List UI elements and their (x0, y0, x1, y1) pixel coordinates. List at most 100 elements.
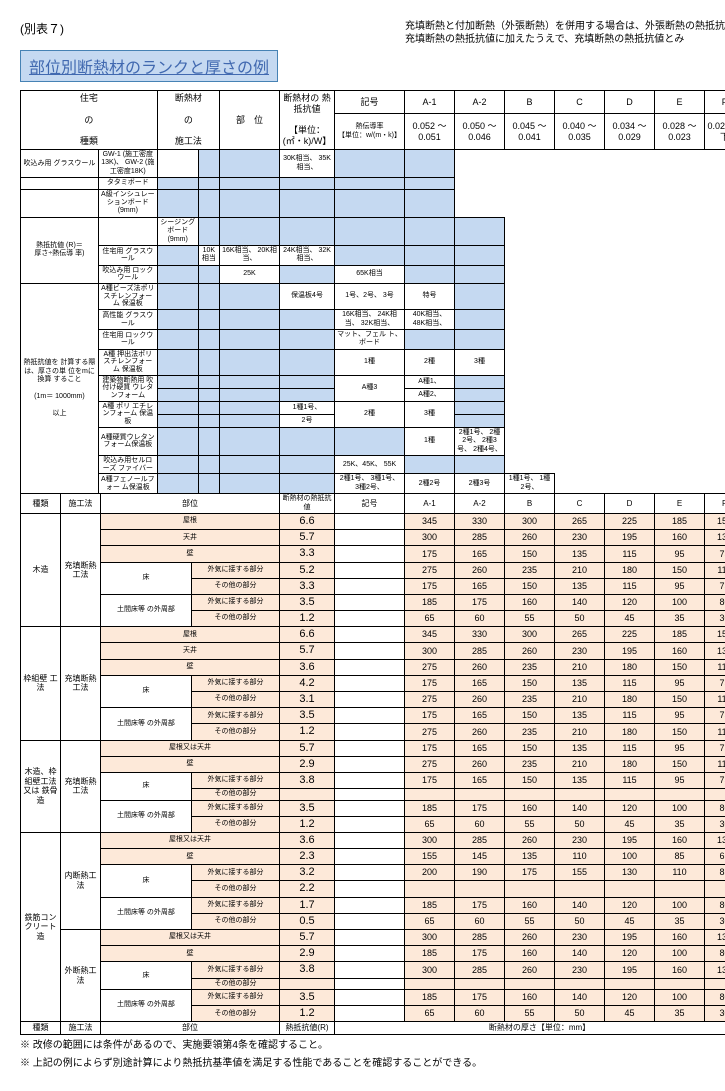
value-cell: 115 (605, 772, 655, 788)
value-cell: 165 (455, 675, 505, 691)
value-cell: 260 (455, 659, 505, 675)
value-cell: 140 (555, 800, 605, 816)
material-cell: 40K相当、 48K相当、 (405, 310, 455, 330)
material-cell (157, 245, 198, 265)
material-cell (405, 149, 455, 177)
value-cell: 30 (705, 611, 725, 627)
material-cell (198, 349, 219, 375)
cond-range-2: 0.045 ～0.041 (505, 114, 555, 150)
type-cell: 木造 (21, 513, 61, 626)
resistance-cell: 2.3 (280, 849, 335, 865)
value-cell (555, 789, 605, 800)
material-name: 吹込み用 グラスウール (21, 149, 99, 177)
housing-label: 住宅の種類 (80, 93, 98, 146)
value-cell: 115 (605, 546, 655, 562)
part-cell: 外気に接する部分 (191, 708, 279, 724)
value-cell: 150 (705, 627, 725, 643)
part-cell: 屋根又は天井 (101, 832, 280, 848)
material-row: 住宅用 ロックウールマット、フェル ト、ボード (21, 329, 725, 349)
part-cell: 外気に接する部分 (191, 675, 279, 691)
material-cell: 10K相当 (198, 245, 219, 265)
value-cell: 210 (555, 659, 605, 675)
value-cell: 80 (705, 800, 725, 816)
th-symbol: 記号 (335, 494, 405, 514)
material-cell (157, 427, 198, 455)
thickness-row: 床外気に接する部分5.2275260235210180150115 (21, 562, 725, 578)
material-cell (455, 329, 505, 349)
value-cell: 150 (505, 675, 555, 691)
value-cell: 100 (655, 946, 705, 962)
value-cell: 230 (555, 530, 605, 546)
spacer (335, 724, 405, 740)
value-cell: 345 (405, 513, 455, 529)
value-cell: 195 (605, 643, 655, 659)
resistance-cell: 3.5 (280, 594, 335, 610)
value-cell: 285 (455, 962, 505, 978)
thickness-row: 壁2.918517516014012010080 (21, 946, 725, 962)
part-cell: その他の部分 (191, 789, 279, 800)
value-cell: 235 (505, 724, 555, 740)
material-cell (198, 284, 219, 310)
material-cell (157, 375, 198, 388)
value-cell: 100 (605, 849, 655, 865)
part-cell: その他の部分 (191, 611, 279, 627)
value-cell: 260 (505, 530, 555, 546)
value-cell: 95 (655, 546, 705, 562)
value-cell: 150 (655, 562, 705, 578)
spacer (335, 990, 405, 1006)
value-cell: 60 (455, 913, 505, 929)
value-cell: 275 (405, 756, 455, 772)
material-cell (335, 189, 405, 217)
value-cell: 175 (405, 772, 455, 788)
value-cell: 145 (455, 849, 505, 865)
spacer (335, 816, 405, 832)
material-cell (157, 414, 198, 427)
spacer (335, 772, 405, 788)
value-cell: 35 (655, 816, 705, 832)
value-cell: 185 (655, 513, 705, 529)
material-cell: マット、フェル ト、ボード (335, 329, 405, 349)
material-cell: 2種3号 (455, 474, 505, 494)
value-cell: 115 (605, 578, 655, 594)
material-name: 建築物断熱用 吹付け硬質 ウレタンフォーム (98, 375, 157, 401)
material-cell (157, 265, 198, 283)
value-cell: 75 (705, 708, 725, 724)
part-cell: 外気に接する部分 (191, 865, 279, 881)
thickness-row: 壁2.31551451351101008565 (21, 849, 725, 865)
part-cell: その他の部分 (191, 692, 279, 708)
material-cell: 1種 (335, 349, 405, 375)
resistance-cell: 3.5 (280, 708, 335, 724)
value-cell: 235 (505, 756, 555, 772)
value-cell: 175 (405, 740, 455, 756)
value-cell: 30 (705, 1006, 725, 1022)
value-cell: 175 (455, 594, 505, 610)
cond-range-5: 0.028 ～0.023 (655, 114, 705, 150)
material-cell (220, 189, 280, 217)
material-name: A種硬質ウレタン フォーム保温板 (98, 427, 157, 455)
value-cell: 300 (405, 962, 455, 978)
value-cell: 65 (405, 913, 455, 929)
th-type: 種類 (21, 494, 61, 514)
th-D: D (605, 494, 655, 514)
value-cell: 115 (705, 562, 725, 578)
value-cell: 135 (555, 772, 605, 788)
value-cell: 130 (705, 832, 725, 848)
spacer (335, 865, 405, 881)
resistance-cell: 5.7 (280, 530, 335, 546)
value-cell (405, 881, 455, 897)
material-cell (335, 178, 405, 189)
value-cell: 260 (505, 930, 555, 946)
value-cell: 45 (605, 816, 655, 832)
material-cell (220, 178, 280, 189)
value-cell: 235 (505, 562, 555, 578)
material-row: A級インシュレー ションボード (9mm) (21, 189, 725, 217)
top-header-row: (別表７) 充填断熱と付加断熱（外張断熱）を併用する場合は、外張断熱の熱抵抗値を… (20, 20, 725, 46)
material-cell (220, 329, 280, 349)
value-cell: 230 (555, 930, 605, 946)
material-row: A種フェノールフォー ム保温板2種1号、 3種1号、 3種2号、2種2号2種3号… (21, 474, 725, 494)
part-cell: 壁 (101, 756, 280, 772)
value-cell: 155 (405, 849, 455, 865)
value-cell: 135 (555, 578, 605, 594)
value-cell (655, 881, 705, 897)
material-cell: 1種 (405, 427, 455, 455)
